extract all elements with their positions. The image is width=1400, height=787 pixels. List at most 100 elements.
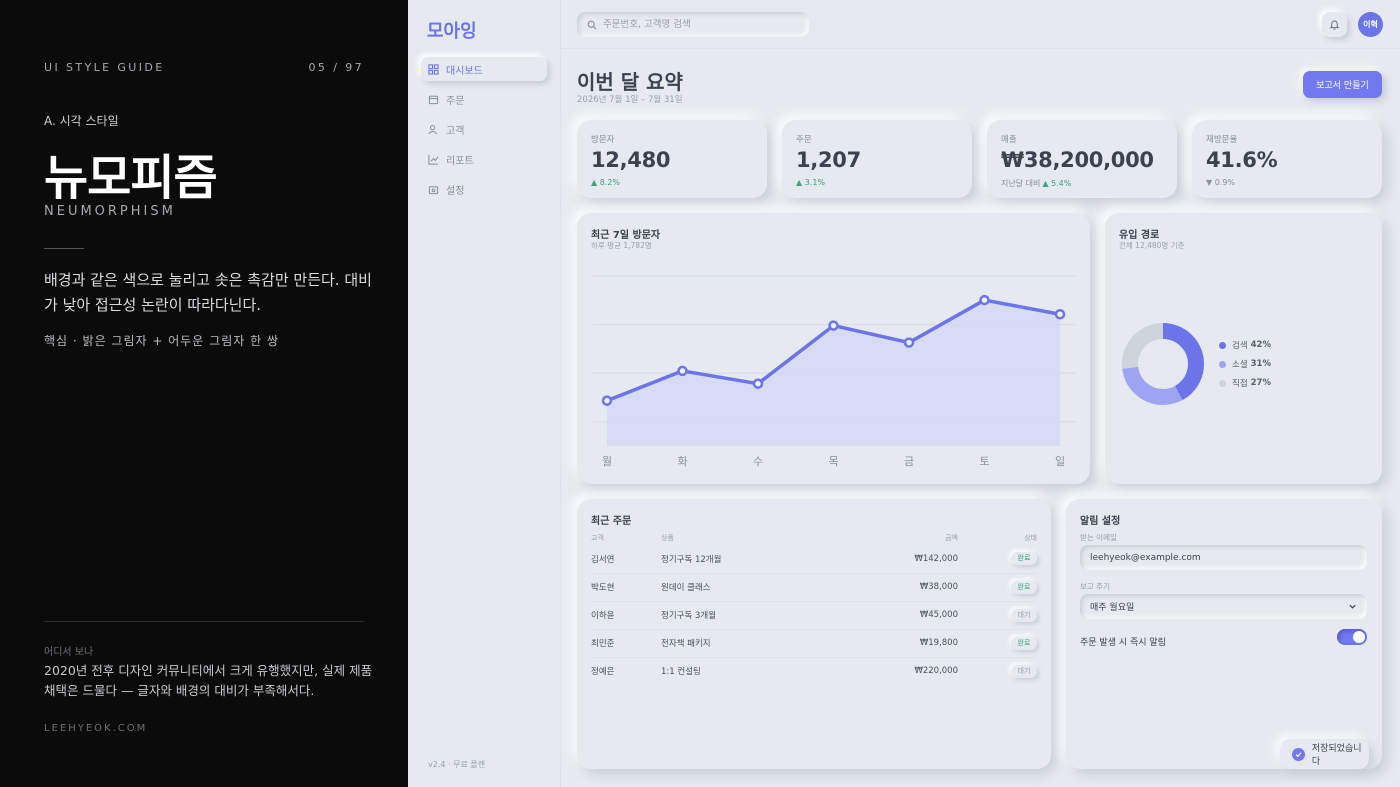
donut-slice-소셜[interactable] [1122,323,1204,405]
search-icon [587,20,597,29]
guide-header: UI STYLE GUIDE 05 / 97 [44,61,364,74]
cell-amount: ₩19,800 [861,629,958,658]
legend-value: 27% [1250,378,1271,388]
notification-settings-card: 알림 설정 받는 이메일 보고 주기 매주 월요일 주문 발생 시 즉시 알림 [1066,499,1382,769]
cell-amount: ₩45,000 [861,601,958,630]
guide-description: 배경과 같은 색으로 눌리고 솟은 촉감만 만든다. 대비가 낮아 접근성 논란… [44,271,372,314]
create-report-button[interactable]: 보고서 만들기 [1303,71,1382,98]
guide-core: 핵심 · 밝은 그림자 + 어두운 그림자 한 쌍 [44,334,279,348]
search-input[interactable] [603,19,803,30]
donut-slice-직접[interactable] [1122,323,1204,405]
chevron-down-icon [1349,604,1356,609]
table-row[interactable]: 최민준 전자책 패키지 ₩19,800 완료 [591,629,1037,658]
guide-divider-bottom [44,621,364,622]
cycle-label: 보고 주기 [1080,582,1110,591]
cell-customer: 최민준 [591,629,661,658]
stat-value: 41.6% [1206,148,1278,172]
toggle-knob [1353,631,1365,643]
guide-site-link[interactable]: LEEHYEOK.COM [44,723,148,734]
notifications-button[interactable] [1322,12,1347,37]
cell-amount: ₩220,000 [914,666,958,677]
card-title: 유입 경로 [1119,230,1160,241]
dashboard-app: 모아잉 대시보드 주문 고객 리포트 설정 v2.4 · 무료 [408,0,1400,787]
sidebar-item-reports[interactable]: 리포트 [421,147,547,171]
email-label: 받는 이메일 [1080,533,1117,542]
page-title: 이번 달 요약 [577,70,683,94]
legend-item-social: 소셜 31% [1219,358,1271,370]
chart-point[interactable] [752,378,764,389]
status-badge: 완료 [1011,636,1037,650]
bell-icon [1329,20,1340,30]
cell-customer: 김서연 [591,545,661,574]
chart-point[interactable] [979,294,990,306]
sidebar-nav: 대시보드 주문 고객 리포트 설정 [421,57,547,207]
visitors-chart-card: 최근 7일 방문자 하루 평균 1,782명 월 화 수 목 금 토 일 [577,213,1090,484]
legend-label: 직접 [1232,379,1248,389]
card-title: 최근 주문 [591,516,632,527]
chart-area [607,300,1060,446]
instant-alert-toggle[interactable] [1337,629,1367,645]
select-value: 매주 월요일 [1090,603,1135,613]
guide-title: 뉴모피즘 [44,150,218,206]
cell-amount: ₩38,000 [861,573,958,602]
avatar[interactable]: 이혁 [1358,12,1383,37]
cell-amount: ₩142,000 [861,545,958,574]
sidebar-item-customers[interactable]: 고객 [421,117,547,141]
legend-item-direct: 직접 27% [1219,377,1271,389]
main-content: 이번 달 요약 2026년 7월 1일 – 7월 31일 보고서 만들기 방문자… [561,50,1400,787]
topbar: 이혁 [561,0,1400,49]
stat-delta-value: ▲ 5.4% [1042,179,1072,188]
version-label: v2.4 · 무료 플랜 [428,760,486,769]
report-cycle-select[interactable]: 매주 월요일 [1080,594,1367,619]
column-header-amount: 금액 [945,534,958,542]
status-badge: 완료 [1011,552,1037,566]
legend-dot [1219,341,1226,349]
table-row[interactable]: 박도현 원데이 클래스 ₩38,000 완료 [591,573,1037,602]
cell-product: 전자책 패키지 [661,629,861,658]
chart-point[interactable] [1054,309,1066,320]
stat-card-revenue: 매출 ₩38,200,000 지난달 대비 ▲ 5.4% [987,120,1177,198]
cell-product: 정기구독 12개월 [661,545,861,574]
column-header-status: 상태 [1024,534,1037,542]
stat-value: 1,207 [796,148,861,172]
toast-message: 저장되었습니다 [1311,744,1362,767]
style-guide-panel: UI STYLE GUIDE 05 / 97 A. 시각 스타일 뉴모피즘 NE… [0,0,408,787]
sidebar-item-orders[interactable]: 주문 [421,87,547,111]
stat-delta: ▲ 3.1% [796,178,826,187]
chart-point[interactable] [828,320,839,331]
sidebar-item-dashboard[interactable]: 대시보드 [421,57,547,81]
legend-value: 42% [1250,340,1271,350]
chart-point[interactable] [903,337,915,348]
guide-subtitle: NEUMORPHISM [44,204,176,219]
instant-alert-label: 주문 발생 시 즉시 알림 [1080,638,1166,648]
table-row[interactable]: 정예은 1:1 컨설팅 ₩220,000 대기 [591,657,1037,685]
box-icon [428,95,439,104]
chart-point[interactable] [677,365,688,377]
grid-icon [428,63,439,75]
sidebar-item-label: 리포트 [446,155,474,167]
settings-icon [428,185,439,194]
table-row[interactable]: 김서연 정기구독 12개월 ₩142,000 완료 [591,545,1037,574]
sidebar: 모아잉 대시보드 주문 고객 리포트 설정 v2.4 · 무료 [408,0,561,787]
column-header-product: 상품 [661,534,674,542]
stat-delta: ▼ 0.9% [1206,178,1236,187]
legend-label: 검색 [1232,341,1248,351]
sidebar-item-settings[interactable]: 설정 [421,177,547,201]
guide-where-label: 어디서 보나 [44,647,94,658]
chart-x-tick-label: 목 [828,455,838,468]
brand-logo[interactable]: 모아잉 [427,21,477,42]
legend-label: 소셜 [1232,360,1248,370]
search-box[interactable] [577,12,809,37]
sidebar-item-label: 대시보드 [446,65,483,77]
legend-dot [1219,360,1226,368]
email-field[interactable] [1080,545,1367,570]
card-subtitle: 하루 평균 1,782명 [591,241,652,250]
table-row[interactable]: 이하윤 정기구독 3개월 ₩45,000 대기 [591,601,1037,630]
legend-item-search: 검색 42% [1219,339,1271,351]
stat-delta: ▲ 8.2% [591,178,621,187]
legend-dot [1219,379,1226,387]
status-badge: 완료 [1011,580,1037,594]
stat-value: ₩38,200,000 [1001,148,1154,172]
chart-point[interactable] [601,395,613,406]
stat-delta-prefix: 지난달 대비 [1001,179,1041,188]
